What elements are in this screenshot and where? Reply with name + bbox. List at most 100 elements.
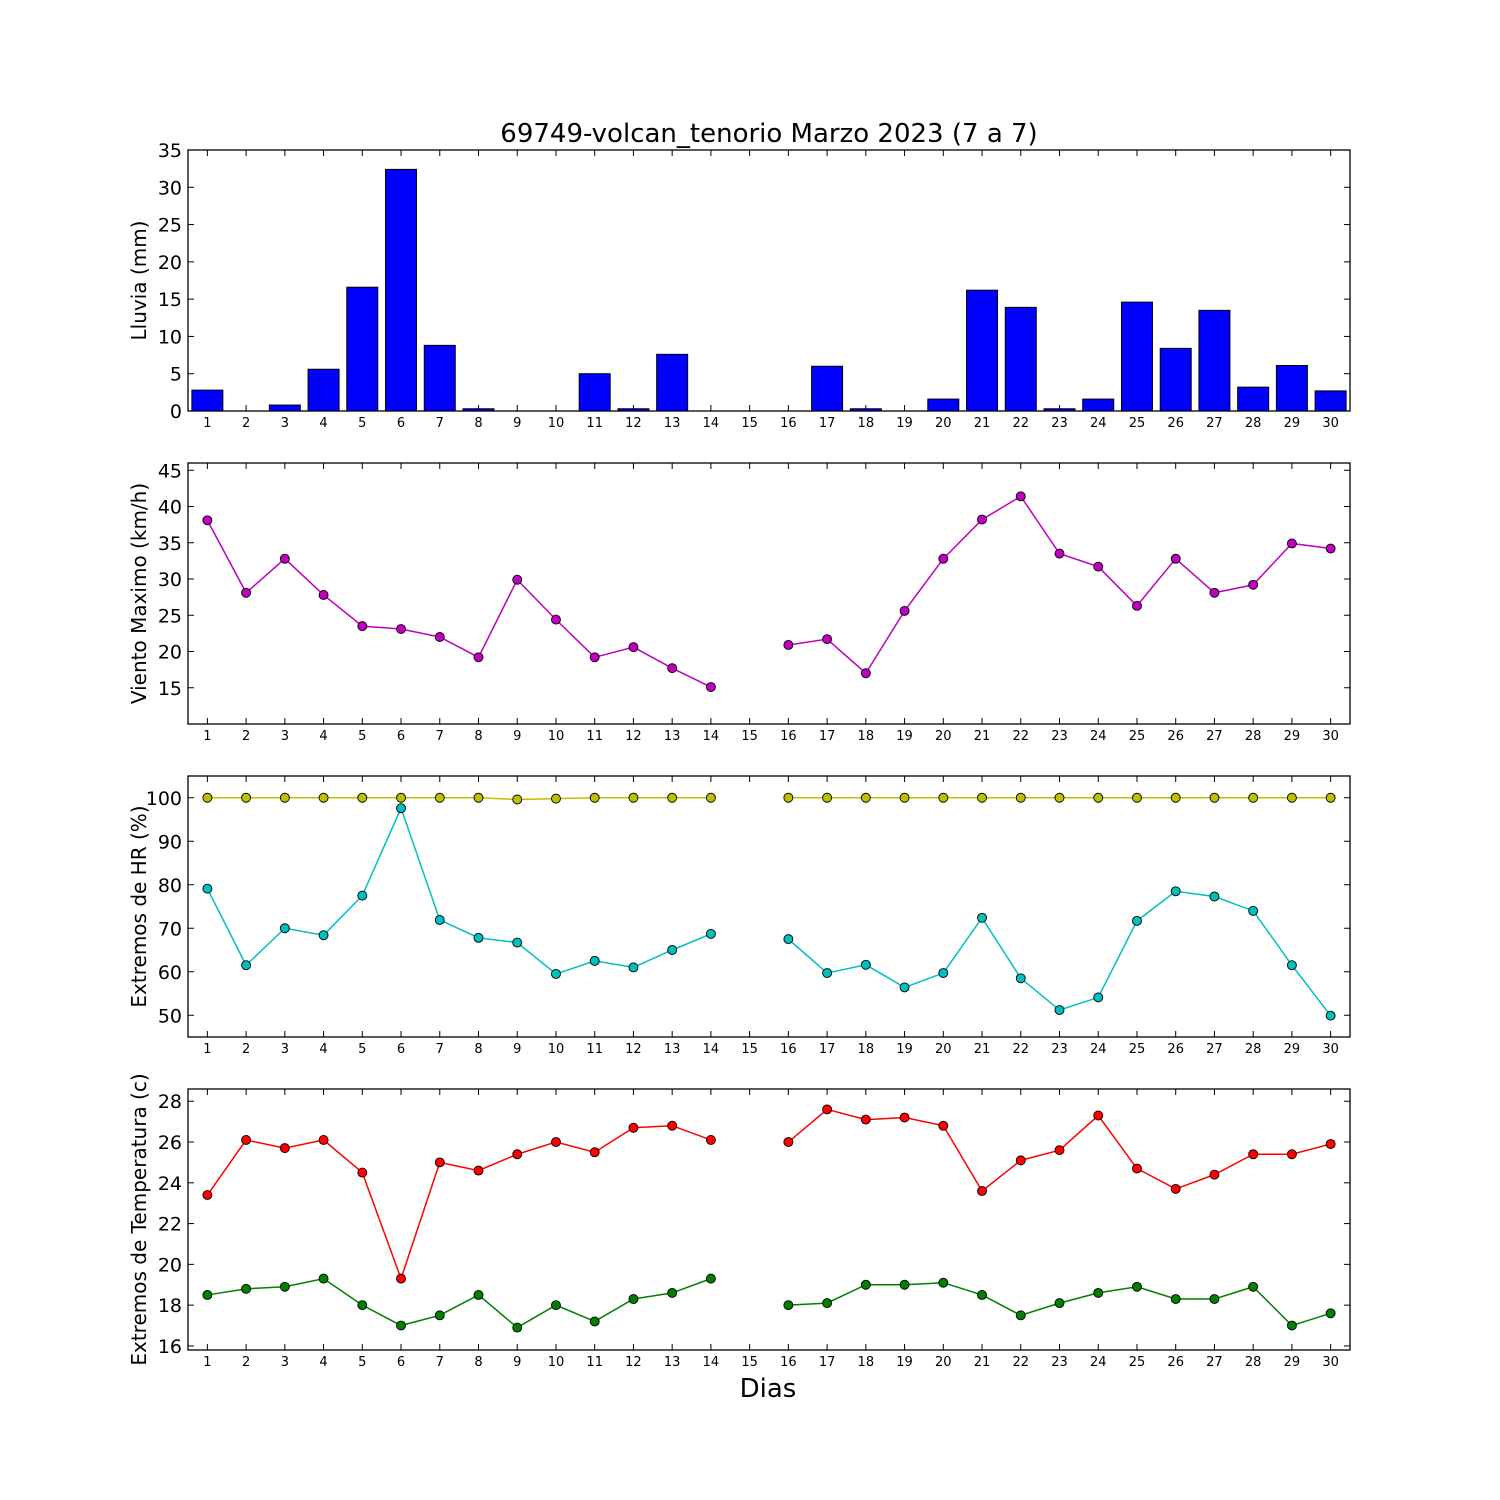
axes-frame	[187, 149, 1351, 412]
x-tick-label: 30	[1322, 416, 1339, 431]
x-tick-label: 9	[513, 729, 521, 744]
data-point	[977, 514, 987, 525]
x-tick-label: 4	[319, 1042, 327, 1057]
x-tick-label: 20	[935, 1042, 952, 1057]
y-tick-label: 35	[158, 533, 182, 555]
x-tick-label: 8	[474, 1355, 482, 1370]
y-tick-label: 10	[158, 326, 182, 348]
x-tick-label: 14	[703, 1042, 720, 1057]
x-tick-label: 16	[780, 1042, 797, 1057]
data-point	[1132, 1281, 1142, 1292]
data-point	[202, 515, 213, 526]
bar	[927, 398, 960, 412]
data-point	[628, 642, 639, 653]
data-point	[1054, 548, 1065, 559]
x-tick-label: 24	[1090, 1042, 1107, 1057]
y-tick-label: 16	[158, 1336, 182, 1358]
x-tick-label: 13	[664, 729, 681, 744]
x-tick-label: 23	[1051, 416, 1068, 431]
x-tick-label: 10	[548, 1355, 565, 1370]
x-tick-label: 20	[935, 729, 952, 744]
x-tick-label: 25	[1129, 1355, 1146, 1370]
data-point	[1093, 992, 1104, 1003]
data-point	[628, 792, 639, 803]
x-tick-label: 17	[819, 729, 836, 744]
data-point	[1054, 1298, 1065, 1309]
data-point	[860, 1114, 871, 1125]
series-line	[206, 1124, 712, 1281]
x-tick-label: 25	[1129, 1042, 1146, 1057]
x-tick-label: 3	[281, 729, 289, 744]
data-point	[705, 928, 716, 939]
data-point	[318, 930, 329, 941]
data-point	[1248, 1281, 1259, 1292]
data-point	[396, 803, 406, 814]
y-tick-label: 26	[158, 1132, 182, 1154]
data-point	[589, 652, 600, 663]
y-tick-label: 15	[158, 289, 182, 311]
x-tick-label: 24	[1090, 729, 1107, 744]
data-point	[551, 793, 561, 804]
x-tick-label: 10	[548, 416, 565, 431]
axes-frame	[187, 1088, 1351, 1351]
data-point	[1015, 792, 1026, 803]
x-tick-label: 21	[974, 416, 991, 431]
data-point	[589, 1316, 600, 1327]
y-tick-label: 5	[170, 364, 182, 386]
x-tick-label: 1	[203, 1042, 211, 1057]
x-tick-label: 16	[780, 416, 797, 431]
bar	[346, 286, 379, 412]
data-point	[357, 792, 368, 803]
y-tick-label: 35	[158, 140, 182, 162]
x-tick-label: 27	[1206, 416, 1223, 431]
data-point	[628, 962, 639, 973]
x-tick-label: 19	[896, 1042, 913, 1057]
x-tick-label: 26	[1167, 416, 1184, 431]
y-tick-label: 0	[170, 401, 182, 423]
data-point	[705, 682, 716, 692]
x-tick-label: 19	[896, 729, 913, 744]
data-point	[1209, 1169, 1220, 1180]
data-point	[899, 1279, 910, 1290]
data-point	[1093, 561, 1104, 572]
x-tick-label: 3	[281, 416, 289, 431]
y-tick-label: 30	[158, 569, 182, 591]
data-point	[1286, 960, 1297, 971]
data-point	[241, 1135, 252, 1145]
bar	[423, 344, 456, 412]
data-point	[1325, 1308, 1336, 1319]
x-tick-label: 1	[203, 1355, 211, 1370]
x-tick-label: 21	[974, 1355, 991, 1370]
y-tick-label: 25	[158, 215, 182, 237]
x-tick-label: 29	[1284, 416, 1301, 431]
data-point	[938, 553, 949, 564]
x-tick-label: 5	[358, 416, 366, 431]
x-tick-label: 20	[935, 416, 952, 431]
x-tick-label: 8	[474, 416, 482, 431]
x-tick-label: 17	[819, 1355, 836, 1370]
data-point	[1209, 1294, 1220, 1304]
x-tick-label: 7	[436, 1042, 444, 1057]
x-tick-label: 7	[436, 729, 444, 744]
data-point	[473, 932, 484, 943]
data-point	[473, 1165, 484, 1176]
y-tick-label: 20	[158, 642, 182, 664]
x-tick-label: 7	[436, 1355, 444, 1370]
data-point	[512, 794, 523, 805]
y-tick-label: 100	[146, 788, 182, 810]
x-tick-label: 13	[664, 1355, 681, 1370]
x-tick-label: 30	[1322, 729, 1339, 744]
x-tick-label: 7	[436, 416, 444, 431]
data-point	[512, 937, 523, 948]
data-point	[357, 890, 368, 901]
x-tick-label: 12	[625, 729, 642, 744]
x-tick-label: 14	[703, 1355, 720, 1370]
x-tick-label: 27	[1206, 1355, 1223, 1370]
x-tick-label: 29	[1284, 1355, 1301, 1370]
x-tick-label: 22	[1012, 1355, 1029, 1370]
x-tick-label: 6	[397, 729, 405, 744]
data-point	[1170, 792, 1181, 803]
series-line	[206, 519, 712, 688]
